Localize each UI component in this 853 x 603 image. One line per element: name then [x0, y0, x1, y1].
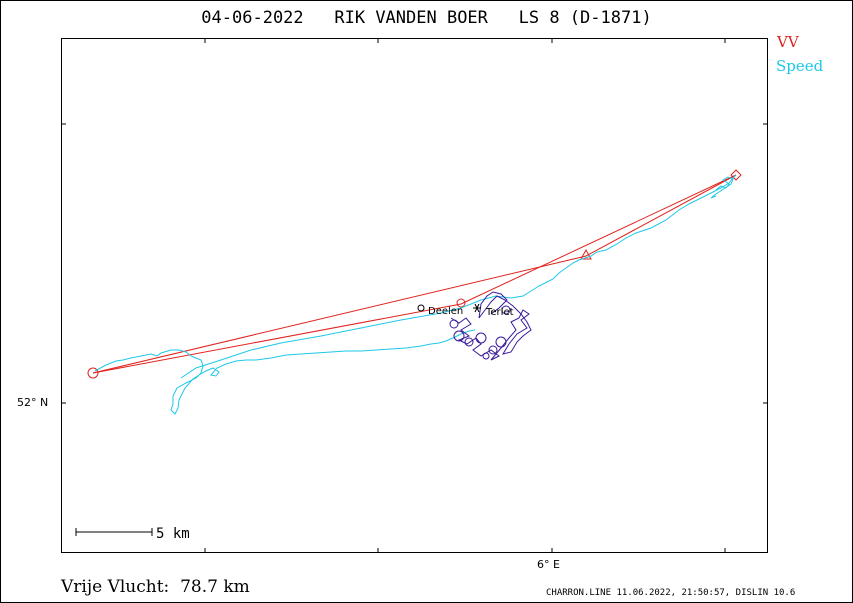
thermal-circle — [501, 305, 511, 315]
title-pilot: RIK VANDEN BOER — [334, 8, 488, 28]
scale-bar-label: 5 km — [156, 526, 190, 542]
legend-entry-vv: VV — [777, 33, 799, 51]
terlet-marker — [473, 303, 481, 313]
free-flight-distance: 78.7 km — [180, 577, 250, 597]
longitude-tick-label: 6° E — [537, 558, 560, 571]
place-label-terlet: Terlet — [486, 307, 514, 318]
airfield-markers — [417, 303, 481, 313]
thermal-circle — [449, 319, 459, 329]
turnpoint-triangle — [580, 248, 592, 260]
track-finish-loops — [710, 176, 734, 199]
flight-track — [94, 174, 737, 415]
task-leg-inner — [92, 174, 737, 374]
thermal-circle — [453, 330, 465, 342]
axis-ticks — [61, 38, 768, 553]
local-track — [449, 291, 532, 361]
local-track-path — [450, 291, 532, 361]
latitude-tick-label: 52° N — [17, 396, 49, 409]
thermal-circle — [495, 336, 507, 348]
title-glider: LS 8 (D-1871) — [518, 8, 652, 28]
task-leg-outer — [92, 174, 737, 374]
thermal-circle — [464, 337, 474, 347]
deelen-marker — [417, 304, 425, 312]
thermal-circle — [482, 352, 490, 360]
map-frame — [61, 38, 768, 553]
flight-map — [61, 38, 768, 553]
track-return — [180, 174, 737, 379]
legend-entry-speed: Speed — [776, 57, 824, 75]
turnpoint-circle — [456, 298, 466, 308]
title-date: 04-06-2022 — [201, 8, 304, 28]
place-label-deelen: Deelen — [428, 306, 464, 317]
start-turnpoint — [87, 367, 99, 379]
finish-diamond — [730, 169, 742, 181]
scale-bar — [75, 528, 153, 536]
task-lines — [87, 169, 742, 379]
thermal-circle — [488, 345, 498, 355]
free-flight-label: Vrije Vlucht: — [61, 577, 170, 597]
free-flight-summary: Vrije Vlucht: 78.7 km — [61, 577, 250, 597]
map-title: 04-06-2022 RIK VANDEN BOER LS 8 (D-1871) — [0, 8, 853, 28]
track-main — [94, 329, 476, 415]
footer-credit: CHARRON.LINE 11.06.2022, 21:50:57, DISLI… — [546, 588, 796, 598]
thermal-circle — [475, 332, 487, 344]
